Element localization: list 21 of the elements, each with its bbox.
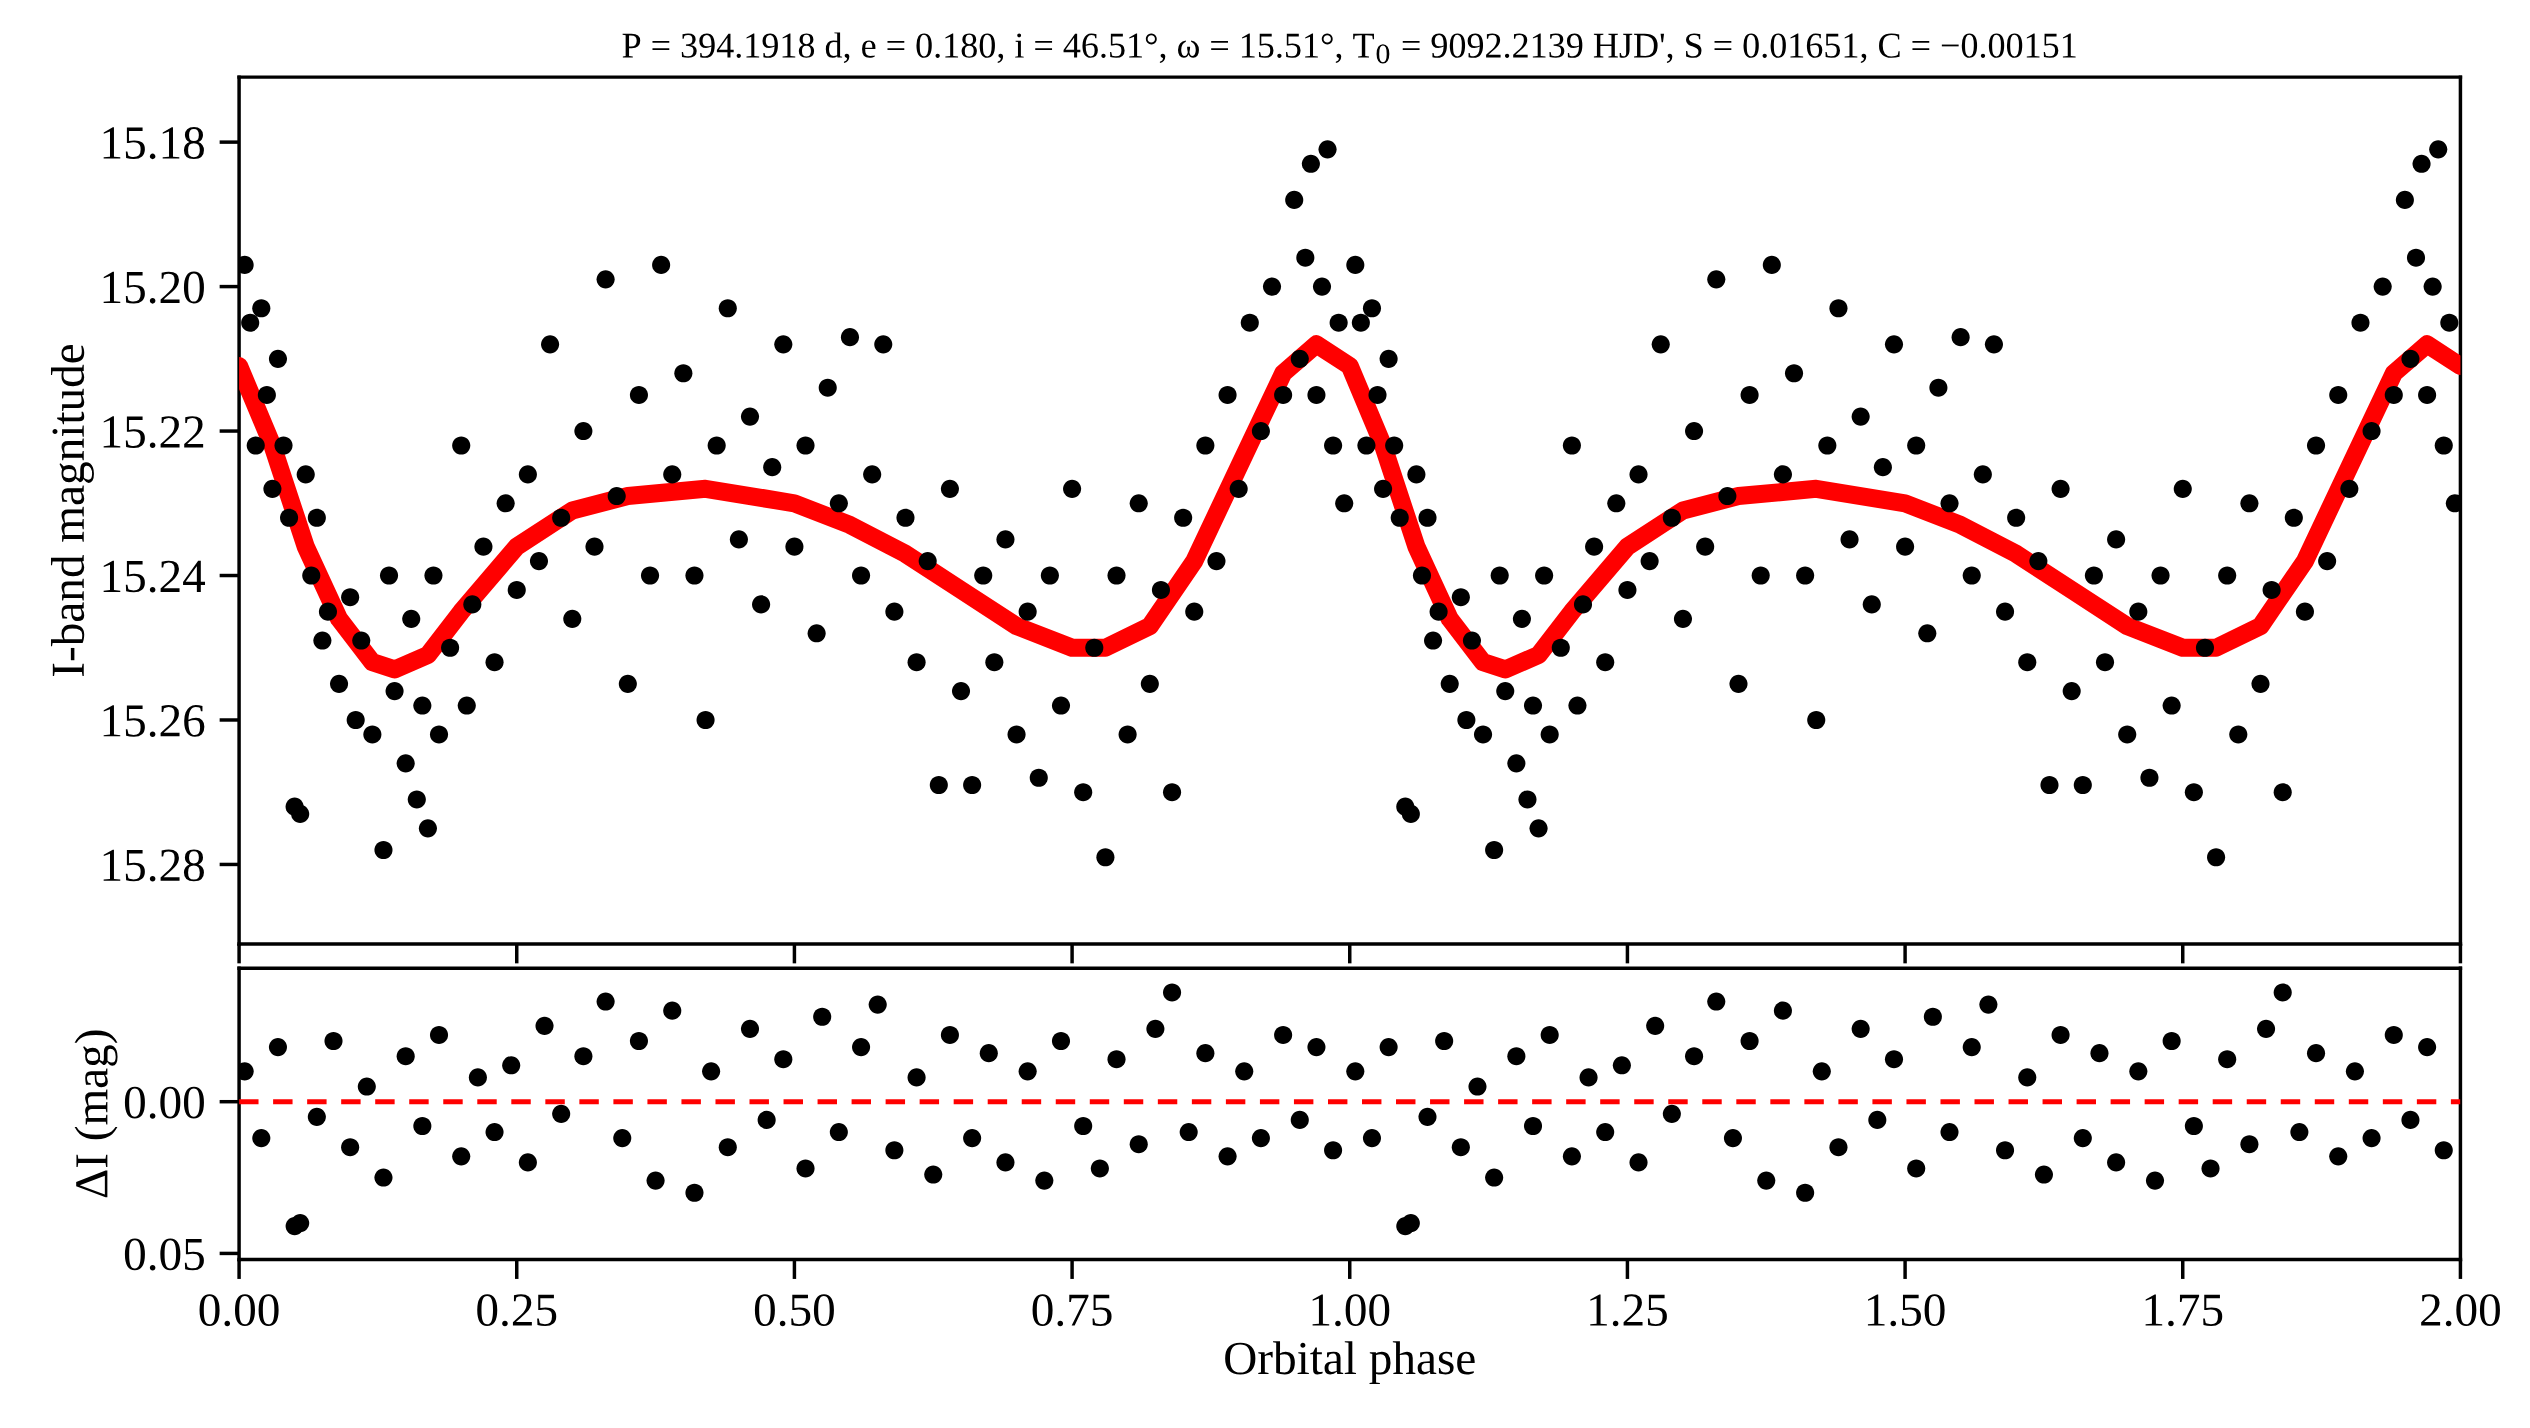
x-tick-label: 0.00 <box>199 1294 279 1327</box>
x-tick-label: 1.25 <box>1590 1294 1667 1327</box>
y-tick-label: 0.00 <box>124 1086 204 1119</box>
y-tick-label: 15.22 <box>103 416 204 449</box>
y-axis-title: I-band magnitude <box>50 344 94 676</box>
y-tick-label: 15.18 <box>103 127 204 160</box>
chart-title: P = 394.1918 d, e = 0.180, i = 46.51°, ω = 15.51°, T$_{0}$ = 9092.2139 HJD', S = 0.01651, C = −0.00151 <box>622 32 2076 64</box>
x-tick-label: 0.50 <box>754 1294 834 1327</box>
x-tick-label: 2.00 <box>2421 1294 2500 1327</box>
x-tick-label: 0.25 <box>477 1294 557 1327</box>
y-tick-label: 15.20 <box>103 271 204 304</box>
y-tick-label: 15.28 <box>103 849 204 882</box>
x-tick-label: 1.00 <box>1312 1294 1390 1327</box>
y-tick-label: 0.05 <box>124 1238 204 1271</box>
x-tick-label: 0.75 <box>1032 1294 1112 1327</box>
x-axis-title: Orbital phase <box>1225 1341 1475 1385</box>
y-tick-label: 15.26 <box>103 705 205 738</box>
x-tick-label: 1.50 <box>1867 1294 1945 1327</box>
y-axis-title: ΔI (mag) <box>74 1030 118 1198</box>
y-tick-label: 15.24 <box>103 560 206 593</box>
x-tick-label: 1.75 <box>2145 1294 2223 1327</box>
